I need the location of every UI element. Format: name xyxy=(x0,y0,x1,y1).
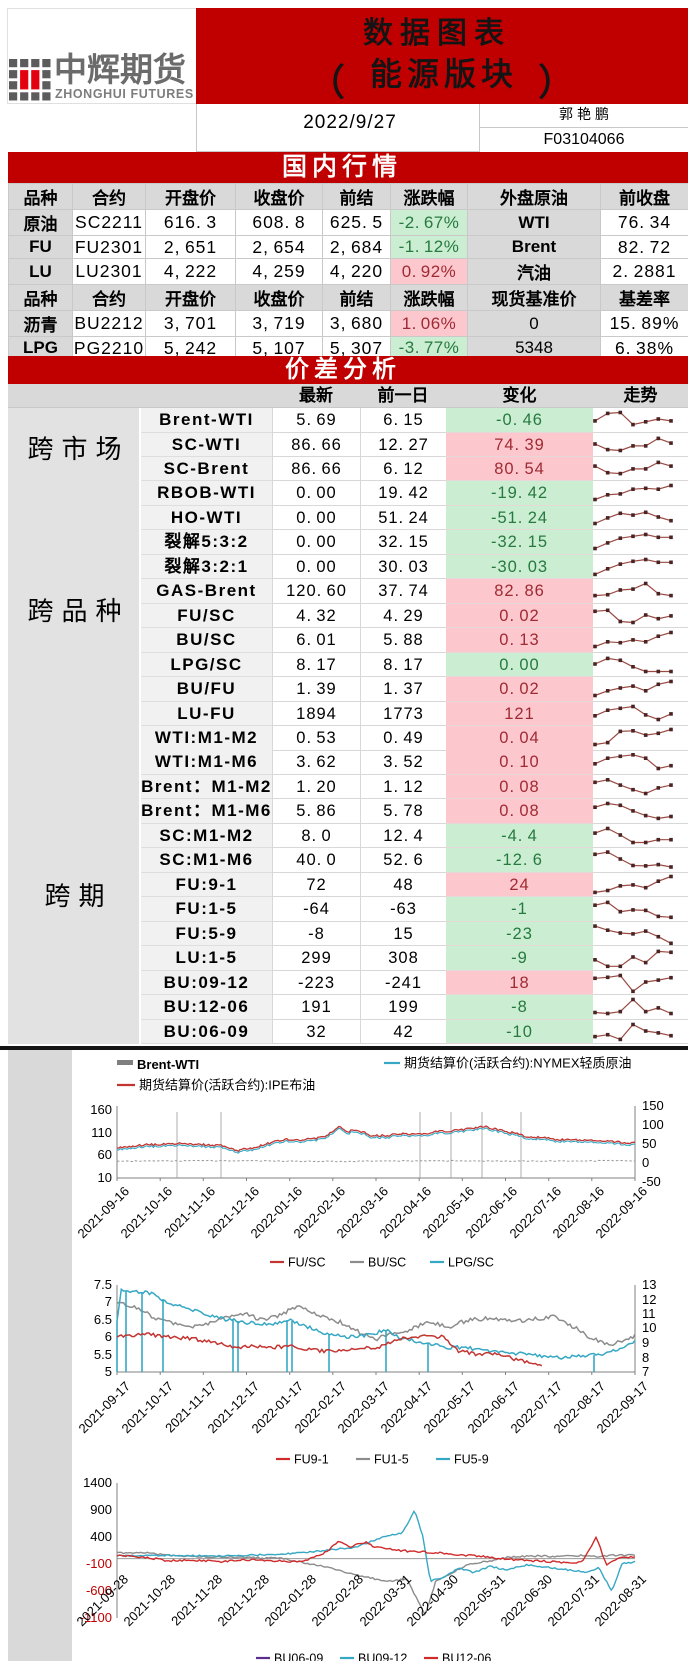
svg-text:FU/SC: FU/SC xyxy=(288,1256,326,1270)
svg-text:5: 5 xyxy=(105,1364,112,1379)
svg-text:7.5: 7.5 xyxy=(94,1277,112,1292)
svg-text:期货结算价(活跃合约):IPE布油: 期货结算价(活跃合约):IPE布油 xyxy=(139,1078,315,1093)
svg-text:110: 110 xyxy=(91,1125,112,1140)
svg-text:900: 900 xyxy=(90,1502,112,1517)
svg-text:1400: 1400 xyxy=(83,1475,112,1490)
svg-text:13: 13 xyxy=(642,1277,656,1292)
svg-text:FU5-9: FU5-9 xyxy=(454,1453,489,1467)
svg-text:-1100: -1100 xyxy=(80,1610,112,1625)
svg-text:160: 160 xyxy=(90,1102,112,1117)
svg-text:150: 150 xyxy=(642,1098,664,1113)
svg-text:7: 7 xyxy=(105,1294,112,1309)
svg-text:-50: -50 xyxy=(642,1174,661,1189)
svg-text:LPG/SC: LPG/SC xyxy=(448,1256,494,1270)
svg-text:0: 0 xyxy=(642,1155,649,1170)
svg-text:12: 12 xyxy=(642,1292,656,1307)
svg-text:BU09-12: BU09-12 xyxy=(358,1652,407,1661)
svg-text:期货结算价(活跃合约):NYMEX轻质原油: 期货结算价(活跃合约):NYMEX轻质原油 xyxy=(404,1056,632,1071)
svg-text:BU12-06: BU12-06 xyxy=(442,1652,491,1661)
svg-text:BU06-09: BU06-09 xyxy=(274,1652,323,1661)
svg-text:11: 11 xyxy=(642,1306,656,1321)
svg-text:FU9-1: FU9-1 xyxy=(294,1453,329,1467)
svg-text:10: 10 xyxy=(98,1170,112,1185)
svg-text:Brent-WTI: Brent-WTI xyxy=(137,1057,199,1072)
svg-text:100: 100 xyxy=(642,1117,664,1132)
svg-text:6: 6 xyxy=(105,1329,112,1344)
svg-text:7: 7 xyxy=(642,1364,649,1379)
svg-text:6.5: 6.5 xyxy=(94,1312,112,1327)
svg-text:-100: -100 xyxy=(86,1556,112,1571)
svg-text:5.5: 5.5 xyxy=(94,1347,112,1362)
svg-text:9: 9 xyxy=(642,1335,649,1350)
svg-text:-600: -600 xyxy=(86,1583,112,1598)
svg-text:400: 400 xyxy=(90,1529,112,1544)
svg-text:FU1-5: FU1-5 xyxy=(374,1453,409,1467)
svg-text:8: 8 xyxy=(642,1350,649,1365)
svg-text:50: 50 xyxy=(642,1136,656,1151)
svg-text:60: 60 xyxy=(98,1147,112,1162)
svg-text:10: 10 xyxy=(642,1320,656,1335)
svg-text:BU/SC: BU/SC xyxy=(368,1256,406,1270)
